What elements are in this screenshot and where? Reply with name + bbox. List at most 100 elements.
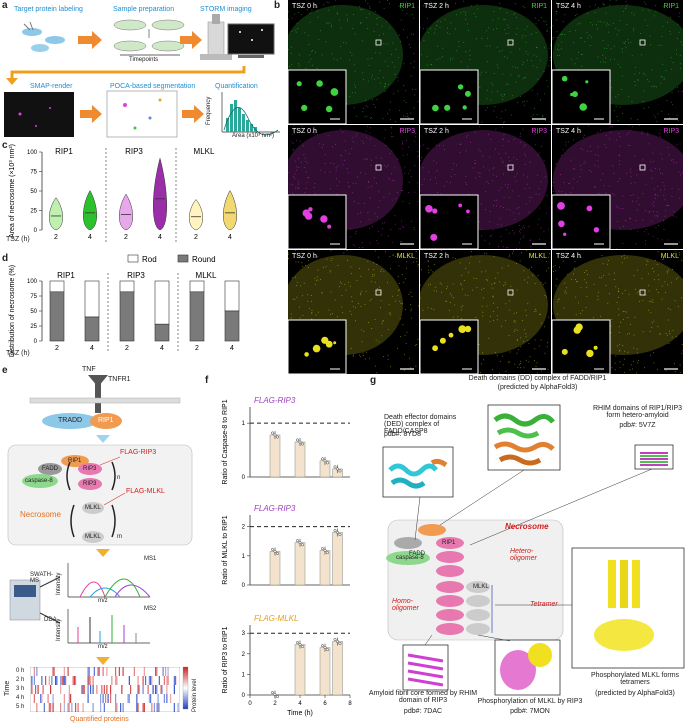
ded-pdb: pdb#: 8YD8 bbox=[384, 431, 421, 438]
localization-dot bbox=[311, 318, 313, 320]
localization-dot bbox=[581, 37, 583, 38]
localization-dot bbox=[326, 258, 328, 260]
x-tick-label: 2 bbox=[194, 234, 198, 241]
localization-dot bbox=[508, 334, 510, 336]
hetero-label: Hetero-oligomer bbox=[510, 548, 537, 562]
localization-dot bbox=[456, 14, 457, 16]
localization-dot bbox=[572, 168, 574, 170]
localization-dot bbox=[529, 356, 531, 358]
localization-dot bbox=[463, 10, 465, 12]
localization-dot bbox=[513, 138, 515, 140]
localization-dot bbox=[423, 39, 425, 41]
localization-dot bbox=[437, 5, 439, 7]
localization-dot bbox=[534, 308, 536, 310]
zoom-inset bbox=[552, 69, 611, 124]
localization-dot bbox=[630, 171, 632, 173]
necrosome-spot bbox=[593, 345, 598, 350]
localization-dot bbox=[679, 12, 681, 14]
localization-dot bbox=[618, 314, 620, 316]
localization-dot bbox=[324, 154, 326, 156]
localization-dot bbox=[377, 231, 379, 232]
localization-dot bbox=[594, 11, 596, 13]
localization-dot bbox=[375, 157, 377, 159]
localization-dot bbox=[676, 114, 678, 116]
bar-xlabel: TSZ (h) bbox=[6, 350, 30, 357]
tetra-sub: (predicted by AlphaFold3) bbox=[595, 690, 675, 697]
micrograph-image bbox=[288, 125, 419, 249]
localization-dot bbox=[369, 138, 371, 140]
localization-dot bbox=[368, 13, 370, 15]
localization-dot bbox=[546, 29, 548, 31]
localization-dot bbox=[460, 284, 462, 286]
localization-dot bbox=[386, 43, 388, 45]
localization-dot bbox=[506, 57, 508, 59]
localization-dot bbox=[512, 230, 514, 231]
group-label: MLKL bbox=[196, 271, 217, 280]
heatmap-cell bbox=[161, 685, 163, 694]
localization-dot bbox=[314, 183, 316, 185]
localization-dot bbox=[304, 167, 306, 169]
localization-dot bbox=[508, 309, 510, 311]
localization-dot bbox=[387, 354, 389, 356]
localization-dot bbox=[653, 15, 655, 17]
localization-dot bbox=[330, 24, 332, 26]
necrosome-spot bbox=[333, 341, 337, 345]
localization-dot bbox=[610, 48, 612, 50]
localization-dot bbox=[549, 60, 551, 62]
localization-dot bbox=[347, 18, 349, 20]
localization-dot bbox=[376, 23, 378, 25]
time-tick: 4 h bbox=[16, 695, 25, 701]
localization-dot bbox=[670, 16, 672, 18]
localization-dot bbox=[532, 274, 534, 276]
heatmap-cell bbox=[115, 667, 117, 676]
localization-dot bbox=[520, 238, 522, 240]
localization-dot bbox=[366, 115, 368, 117]
localization-dot bbox=[418, 6, 419, 8]
localization-dot bbox=[524, 329, 525, 331]
localization-dot bbox=[642, 168, 644, 170]
localization-dot bbox=[392, 135, 394, 137]
localization-dot bbox=[317, 134, 318, 136]
localization-dot bbox=[540, 313, 541, 315]
heatmap-cell bbox=[63, 694, 65, 703]
localization-dot bbox=[296, 296, 298, 298]
protein-label: RIP1 bbox=[663, 3, 679, 10]
localization-dot bbox=[323, 4, 325, 6]
localization-dot bbox=[520, 228, 522, 230]
localization-dot bbox=[671, 336, 673, 338]
localization-dot bbox=[639, 300, 641, 302]
bar-rod bbox=[189, 280, 205, 293]
localization-dot bbox=[667, 284, 669, 286]
heatmap-cell bbox=[156, 685, 158, 694]
necrosome-spot bbox=[579, 103, 587, 111]
localization-dot bbox=[392, 180, 393, 181]
localization-dot bbox=[656, 215, 658, 216]
localization-dot bbox=[349, 228, 351, 230]
heatmap-cell bbox=[55, 676, 57, 685]
localization-dot bbox=[618, 288, 619, 290]
localization-dot bbox=[314, 193, 316, 195]
localization-dot bbox=[379, 1, 381, 3]
localization-dot bbox=[461, 274, 463, 276]
localization-dot bbox=[391, 61, 393, 63]
localization-dot bbox=[509, 160, 511, 162]
localization-dot bbox=[633, 275, 635, 277]
localization-dot bbox=[483, 166, 484, 168]
localization-dot bbox=[449, 59, 451, 61]
localization-dot bbox=[288, 48, 289, 50]
localization-dot bbox=[555, 1, 557, 3]
localization-dot bbox=[503, 173, 504, 175]
localization-dot bbox=[672, 269, 674, 271]
localization-dot bbox=[522, 340, 524, 342]
localization-dot bbox=[320, 278, 321, 280]
roi-box bbox=[639, 39, 646, 46]
localization-dot bbox=[675, 336, 677, 338]
localization-dot bbox=[291, 141, 293, 143]
localization-dot bbox=[573, 42, 575, 44]
localization-dot bbox=[329, 171, 331, 173]
localization-dot bbox=[383, 271, 385, 273]
violin bbox=[153, 157, 167, 231]
localization-dot bbox=[635, 288, 636, 290]
protein-label: MLKL bbox=[396, 253, 415, 260]
localization-dot bbox=[508, 232, 510, 234]
